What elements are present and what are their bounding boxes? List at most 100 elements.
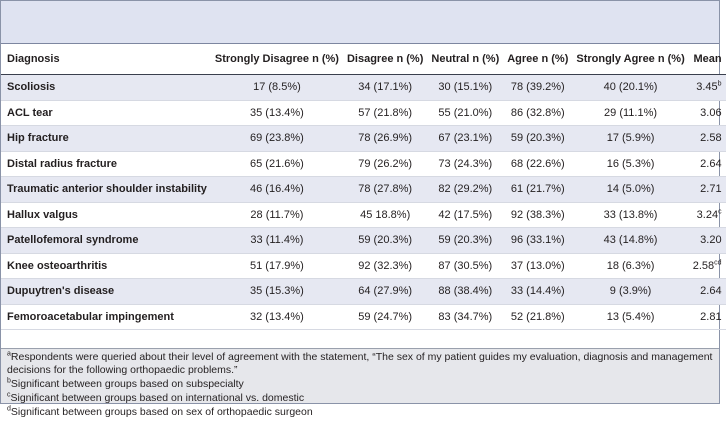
- footnote-text: Significant between groups based on subs…: [10, 378, 244, 390]
- table-row: Hip fracture 69 (23.8%) 78 (26.9%) 67 (23.1…: [1, 125, 726, 152]
- cell-disagree: 59 (20.3%): [342, 227, 428, 254]
- cell-strongly-disagree: 65 (21.6%): [210, 151, 343, 177]
- cell-neutral: 42 (17.5%): [427, 202, 504, 228]
- header-neutral: Neutral n (%): [427, 44, 504, 75]
- cell-mean: 2.64: [688, 278, 726, 305]
- cell-agree: 86 (32.8%): [503, 100, 573, 126]
- table-row: Traumatic anterior shoulder instability 4…: [1, 176, 726, 203]
- cell-diagnosis: ACL tear: [1, 100, 211, 126]
- header-diagnosis: Diagnosis: [1, 44, 211, 75]
- cell-agree: 78 (39.2%): [503, 74, 573, 101]
- footnote-marker: cd: [714, 259, 722, 267]
- cell-agree: 68 (22.6%): [503, 151, 573, 177]
- table-row: Dupuytren's disease 35 (15.3%) 64 (27.9%) 8…: [1, 278, 726, 305]
- footnote-item: aRespondents were queried about their le…: [7, 351, 713, 377]
- footnote-item: bSignificant between groups based on sub…: [7, 378, 713, 391]
- table-row: Scoliosis 17 (8.5%) 34 (17.1%) 30 (15.1%) 78…: [1, 74, 726, 101]
- cell-agree: 61 (21.7%): [503, 176, 573, 203]
- cell-strongly-agree: 16 (5.3%): [572, 151, 689, 177]
- table-title-band: [1, 1, 719, 44]
- table-body: Scoliosis 17 (8.5%) 34 (17.1%) 30 (15.1%) 78…: [1, 74, 726, 330]
- cell-strongly-agree: 29 (11.1%): [572, 100, 689, 126]
- cell-strongly-agree: 33 (13.8%): [572, 202, 689, 228]
- cell-strongly-agree: 13 (5.4%): [572, 304, 689, 330]
- cell-diagnosis: Hallux valgus: [1, 202, 211, 228]
- cell-agree: 92 (38.3%): [503, 202, 573, 228]
- cell-mean: 2.64: [688, 151, 726, 177]
- footnote-item: cSignificant between groups based on int…: [7, 392, 713, 405]
- cell-diagnosis: Dupuytren's disease: [1, 278, 211, 305]
- cell-strongly-agree: 43 (14.8%): [572, 227, 689, 254]
- cell-strongly-agree: 17 (5.9%): [572, 125, 689, 152]
- footnotes: aRespondents were queried about their le…: [1, 348, 719, 418]
- footnote-marker: b: [7, 377, 11, 385]
- footnote-marker: c: [718, 208, 722, 216]
- cell-strongly-agree: 9 (3.9%): [572, 278, 689, 305]
- footnote-marker: a: [7, 350, 11, 358]
- cell-disagree: 78 (27.8%): [342, 176, 428, 203]
- header-mean: Mean: [688, 44, 726, 75]
- cell-agree: 52 (21.8%): [503, 304, 573, 330]
- cell-strongly-agree: 18 (6.3%): [572, 253, 689, 279]
- cell-strongly-disagree: 51 (17.9%): [210, 253, 343, 279]
- cell-agree: 96 (33.1%): [503, 227, 573, 254]
- table-row: Distal radius fracture 65 (21.6%) 79 (26.2…: [1, 151, 726, 177]
- footnote-text: Significant between groups based on inte…: [10, 392, 305, 404]
- cell-neutral: 88 (38.4%): [427, 278, 504, 305]
- cell-diagnosis: Scoliosis: [1, 74, 211, 101]
- cell-neutral: 59 (20.3%): [427, 227, 504, 254]
- cell-neutral: 87 (30.5%): [427, 253, 504, 279]
- cell-diagnosis: Femoroacetabular impingement: [1, 304, 211, 330]
- footnote-text: Respondents were queried about their lev…: [7, 351, 713, 376]
- cell-agree: 33 (14.4%): [503, 278, 573, 305]
- table-row: Femoroacetabular impingement 32 (13.4%) 59…: [1, 304, 726, 330]
- cell-mean: 3.06: [688, 100, 726, 126]
- cell-disagree: 45 18.8%): [342, 202, 428, 228]
- table-row: ACL tear 35 (13.4%) 57 (21.8%) 55 (21.0%) 86…: [1, 100, 726, 126]
- cell-mean: 2.58cd: [688, 253, 726, 279]
- cell-mean: 3.20: [688, 227, 726, 254]
- cell-disagree: 79 (26.2%): [342, 151, 428, 177]
- table-row: Hallux valgus 28 (11.7%) 45 18.8%) 42 (17.5…: [1, 202, 726, 228]
- cell-strongly-disagree: 35 (13.4%): [210, 100, 343, 126]
- cell-diagnosis: Traumatic anterior shoulder instability: [1, 176, 211, 203]
- header-strongly-disagree: Strongly Disagree n (%): [210, 44, 343, 75]
- footnote-marker: d: [7, 405, 11, 413]
- table-row: Knee osteoarthritis 51 (17.9%) 92 (32.3%) 8…: [1, 253, 726, 279]
- cell-strongly-agree: 14 (5.0%): [572, 176, 689, 203]
- cell-strongly-disagree: 17 (8.5%): [210, 74, 343, 101]
- cell-mean: 3.24c: [688, 202, 726, 228]
- footnote-marker: b: [717, 80, 722, 88]
- cell-disagree: 92 (32.3%): [342, 253, 428, 279]
- cell-diagnosis: Patellofemoral syndrome: [1, 227, 211, 254]
- cell-strongly-disagree: 46 (16.4%): [210, 176, 343, 203]
- header-agree: Agree n (%): [503, 44, 573, 75]
- cell-agree: 59 (20.3%): [503, 125, 573, 152]
- cell-diagnosis: Hip fracture: [1, 125, 211, 152]
- cell-strongly-disagree: 33 (11.4%): [210, 227, 343, 254]
- cell-disagree: 59 (24.7%): [342, 304, 428, 330]
- cell-neutral: 67 (23.1%): [427, 125, 504, 152]
- cell-neutral: 73 (24.3%): [427, 151, 504, 177]
- agreement-table: Diagnosis Strongly Disagree n (%) Disagr…: [1, 44, 726, 330]
- cell-mean: 2.81: [688, 304, 726, 330]
- footnote-marker: c: [7, 391, 11, 399]
- footnote-item: dSignificant between groups based on sex…: [7, 406, 713, 419]
- cell-mean: 3.45b: [688, 74, 726, 101]
- cell-disagree: 78 (26.9%): [342, 125, 428, 152]
- cell-diagnosis: Distal radius fracture: [1, 151, 211, 177]
- cell-strongly-disagree: 69 (23.8%): [210, 125, 343, 152]
- footnote-text: Significant between groups based on sex …: [10, 406, 313, 418]
- cell-neutral: 83 (34.7%): [427, 304, 504, 330]
- cell-disagree: 34 (17.1%): [342, 74, 428, 101]
- cell-neutral: 55 (21.0%): [427, 100, 504, 126]
- cell-disagree: 64 (27.9%): [342, 278, 428, 305]
- cell-mean: 2.71: [688, 176, 726, 203]
- cell-disagree: 57 (21.8%): [342, 100, 428, 126]
- header-row: Diagnosis Strongly Disagree n (%) Disagr…: [1, 44, 726, 75]
- cell-strongly-disagree: 35 (15.3%): [210, 278, 343, 305]
- header-disagree: Disagree n (%): [342, 44, 428, 75]
- cell-strongly-disagree: 32 (13.4%): [210, 304, 343, 330]
- cell-diagnosis: Knee osteoarthritis: [1, 253, 211, 279]
